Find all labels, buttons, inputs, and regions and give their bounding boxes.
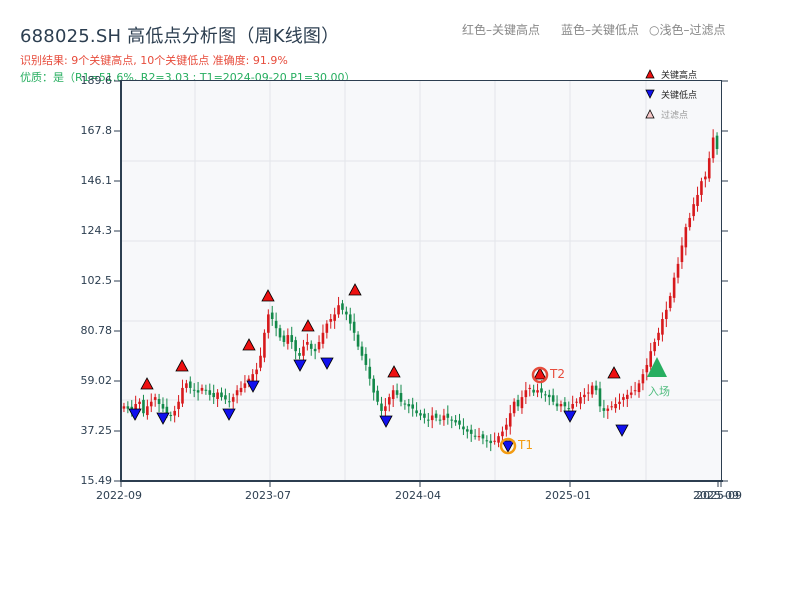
key-low-marker xyxy=(501,440,515,453)
y-tick-label: 146.1 xyxy=(80,174,113,187)
key-high-marker xyxy=(348,283,362,296)
triangle-up-icon xyxy=(645,69,655,79)
key-low-marker xyxy=(320,357,334,370)
x-tick-label: 2025-09 xyxy=(696,489,742,502)
legend-light-label: ○浅色–过滤点 xyxy=(649,23,726,37)
x-tick-label: 2024-04 xyxy=(395,489,441,502)
x-tick-label: 2022-09 xyxy=(96,489,142,502)
legend-blue-label: 蓝色–关键低点 xyxy=(561,23,640,37)
legend-item-low: 关键低点 xyxy=(645,84,697,104)
key-high-marker xyxy=(301,319,315,332)
entry-label: 入场 xyxy=(648,384,670,398)
t2-label: T2 xyxy=(549,367,565,381)
triangle-down-icon xyxy=(645,89,655,99)
t1-label: T1 xyxy=(517,438,533,452)
legend-low-label: 关键低点 xyxy=(661,90,698,101)
key-high-marker xyxy=(533,367,547,380)
legend-filtered-label: 过滤点 xyxy=(661,110,689,121)
legend-item-filtered: 过滤点 xyxy=(645,104,697,124)
x-tick-label: 2025-01 xyxy=(545,489,591,502)
key-high-marker xyxy=(175,359,189,372)
legend-item-high: 关键高点 xyxy=(645,64,697,84)
key-low-marker xyxy=(246,380,260,393)
y-tick-label: 37.25 xyxy=(80,424,113,437)
entry-marker xyxy=(647,357,667,377)
y-tick-label: 167.8 xyxy=(80,124,113,137)
triangle-outline-icon xyxy=(645,109,655,119)
key-low-marker xyxy=(222,408,236,421)
y-tick-label: 124.3 xyxy=(80,224,113,237)
key-low-marker xyxy=(615,424,629,437)
y-tick-label: 102.5 xyxy=(80,274,113,287)
y-tick-label: 189.6 xyxy=(80,74,113,87)
key-low-marker xyxy=(563,410,577,423)
legend-high-label: 关键高点 xyxy=(661,70,698,81)
axis-right xyxy=(721,81,722,482)
key-high-marker xyxy=(242,338,256,351)
result-summary: 识别结果: 9个关键高点, 10个关键低点 准确度: 91.9% xyxy=(20,54,288,67)
axis-top xyxy=(120,80,722,81)
x-axis xyxy=(120,480,723,482)
x-tick-label: 2023-07 xyxy=(245,489,291,502)
key-low-marker xyxy=(293,359,307,372)
key-high-marker xyxy=(387,365,401,378)
legend-red-label: 红色–关键高点 xyxy=(462,23,541,37)
key-low-marker xyxy=(379,415,393,428)
key-low-marker xyxy=(156,412,170,425)
y-tick-label: 59.02 xyxy=(80,374,113,387)
key-low-marker xyxy=(128,408,142,421)
plot-legend: 关键高点 关键低点 过滤点 xyxy=(645,64,697,124)
y-tick-label: 80.78 xyxy=(80,324,113,337)
key-high-marker xyxy=(261,289,275,302)
y-tick-label: 15.49 xyxy=(80,474,113,487)
x-tick-label: 2025-09 xyxy=(693,489,739,502)
key-high-marker xyxy=(607,366,621,379)
y-axis xyxy=(120,81,122,482)
chart-title: 688025.SH 高低点分析图（周K线图） xyxy=(20,26,340,47)
key-high-marker xyxy=(140,377,154,390)
